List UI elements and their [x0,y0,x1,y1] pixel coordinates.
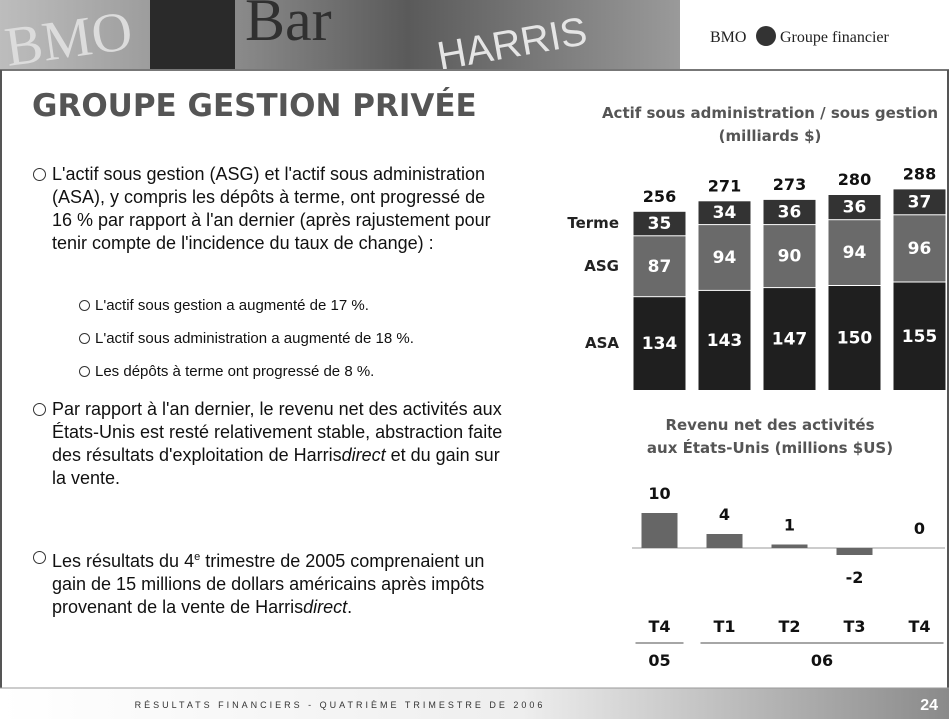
value-label: 155 [902,327,938,347]
x-tick-label: T1 [713,617,735,636]
bar [642,513,678,548]
x-tick-label: T3 [843,617,865,636]
bar [772,545,808,549]
chart-title: Revenu net des activités [665,416,874,434]
logo-icon [756,26,776,46]
footer-text: RÉSULTATS FINANCIERS - QUATRIÈME TRIMEST… [135,700,546,710]
total-label: 280 [838,170,871,189]
series-label: ASA [585,334,619,352]
value-label: 10 [648,484,670,503]
group-label: 06 [811,651,833,670]
value-label: 37 [908,192,932,212]
bullet-text: . [347,597,352,617]
value-label: 87 [648,257,672,277]
bar [837,548,873,555]
bullet-text: L'actif sous gestion (ASG) et l'actif so… [52,164,491,253]
value-label: 134 [642,334,678,354]
value-label: 34 [713,203,737,223]
slide: BMO Bar HARRIS BMO Groupe financier RÉSU… [0,0,949,719]
value-label: 0 [914,519,925,538]
sub-bullet: L'actif sous administration a augmenté d… [95,330,525,347]
value-label: 36 [843,198,867,218]
value-label: 4 [719,505,730,524]
value-label: -2 [846,568,864,587]
bar [707,534,743,548]
bullet: Par rapport à l'an dernier, le revenu ne… [52,398,507,490]
banner-sign [150,0,235,70]
value-label: 150 [837,329,873,349]
value-label: 36 [778,203,802,223]
total-label: 256 [643,187,676,206]
logo-brand: BMO [710,29,746,46]
chart-title: aux États-Unis (millions $US) [647,438,893,457]
group-label: 05 [648,651,670,670]
value-label: 35 [648,214,672,234]
value-label: 94 [843,243,867,263]
value-label: 94 [713,248,737,268]
value-label: 143 [707,331,743,351]
value-label: 90 [778,247,802,267]
x-tick-label: T4 [648,617,670,636]
series-label: Terme [567,214,619,232]
x-tick-label: T4 [908,617,930,636]
x-tick-label: T2 [778,617,800,636]
sub-bullet: L'actif sous gestion a augmenté de 17 %. [95,297,525,314]
bullet-text: direct [342,445,386,465]
bullet: Les résultats du 4e trimestre de 2005 co… [52,546,507,619]
series-label: ASG [584,257,619,275]
banner-text: Bar [245,0,332,53]
chart-title: Actif sous administration / sous gestion [602,104,938,122]
total-label: 271 [708,176,741,195]
value-label: 147 [772,330,808,350]
value-label: 96 [908,239,932,259]
slide-title: GROUPE GESTION PRIVÉE [32,88,477,124]
chart-title: (milliards $) [719,127,822,145]
total-label: 288 [903,164,936,183]
logo-text: Groupe financier [780,29,890,46]
bullet-text: Les résultats du 4 [52,551,194,571]
page-number: 24 [920,697,938,714]
bullet-text: direct [303,597,347,617]
value-label: 1 [784,516,795,535]
sub-bullet: Les dépôts à terme ont progressé de 8 %. [95,363,525,380]
bullet: L'actif sous gestion (ASG) et l'actif so… [52,163,507,255]
total-label: 273 [773,175,806,194]
